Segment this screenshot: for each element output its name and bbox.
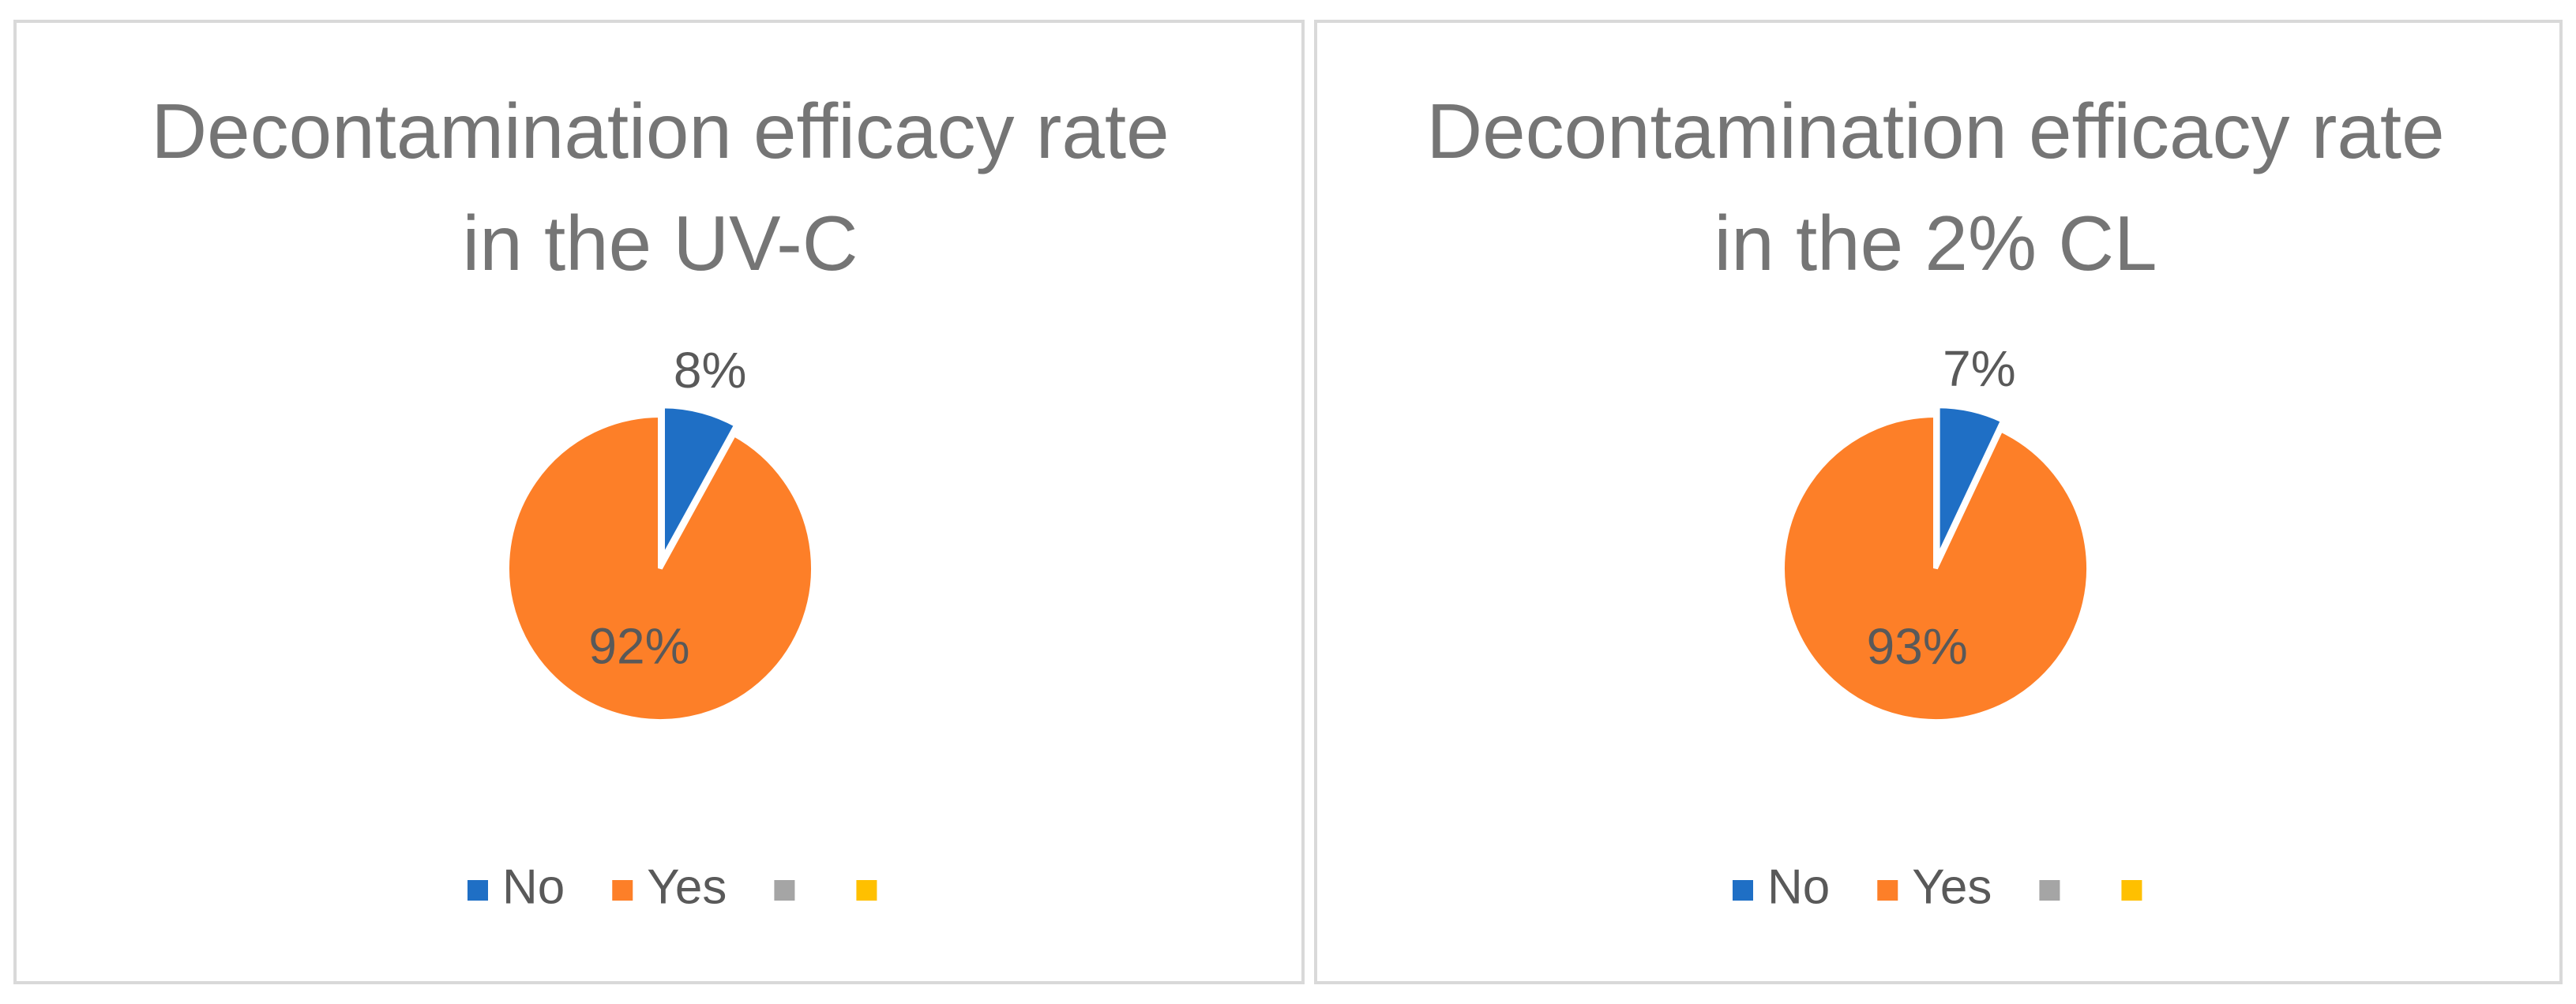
legend-marker bbox=[2121, 880, 2142, 901]
chart-panel bbox=[1314, 20, 2563, 984]
legend-marker bbox=[612, 880, 633, 901]
legend-label: No bbox=[502, 860, 565, 914]
chart-panel bbox=[13, 20, 1305, 984]
legend-label: Yes bbox=[1912, 860, 1992, 914]
pie-slice bbox=[659, 403, 740, 560]
legend-marker bbox=[2039, 880, 2060, 901]
legend-label: Yes bbox=[647, 860, 727, 914]
legend-marker bbox=[856, 880, 877, 901]
pie-slice bbox=[1780, 412, 2091, 724]
legend-marker bbox=[1733, 880, 1753, 901]
legend-marker bbox=[774, 880, 795, 901]
data-label: 7% bbox=[1943, 340, 2016, 397]
legend-marker bbox=[1877, 880, 1898, 901]
chart-title: Decontamination efficacy rate in the UV-… bbox=[151, 88, 1170, 287]
legend-label: No bbox=[1767, 860, 1830, 914]
data-label: 93% bbox=[1867, 618, 1968, 675]
data-label: 8% bbox=[674, 342, 747, 399]
data-label: 92% bbox=[588, 617, 689, 674]
chart-title: Decontamination efficacy rate in the 2% … bbox=[1426, 88, 2445, 287]
legend-marker bbox=[468, 880, 488, 901]
pie-slice bbox=[505, 412, 816, 724]
pie-slice bbox=[1935, 403, 2007, 560]
